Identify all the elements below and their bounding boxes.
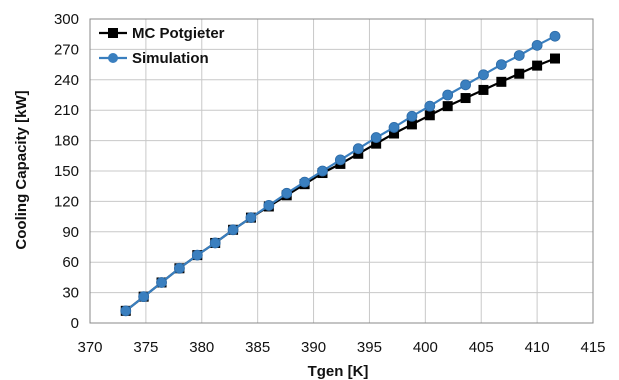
data-point-circle: [388, 122, 400, 133]
y-tick-label: 180: [54, 133, 79, 150]
y-axis-title: Cooling Capacity [kW]: [13, 90, 30, 249]
y-tick-label: 300: [54, 11, 79, 28]
data-point-circle: [227, 224, 239, 236]
x-tick-label: 395: [357, 339, 382, 356]
data-point-circle: [406, 110, 418, 122]
legend-label: Simulation: [132, 50, 209, 67]
data-point-circle: [442, 89, 454, 101]
data-point-square: [514, 68, 525, 79]
y-tick-label: 210: [54, 102, 79, 119]
data-point-circle: [191, 249, 203, 261]
y-tick-label: 120: [54, 193, 79, 210]
legend-marker-circle: [108, 53, 118, 63]
series-line: [125, 35, 556, 312]
data-point-circle: [531, 39, 543, 51]
y-tick-label: 30: [62, 285, 79, 302]
data-point-circle: [120, 305, 132, 317]
x-tick-label: 410: [525, 339, 550, 356]
data-point-square: [460, 93, 471, 104]
x-tick-label: 380: [189, 339, 214, 356]
data-point-circle: [549, 30, 561, 42]
data-point-circle: [209, 237, 221, 249]
data-point-circle: [245, 212, 257, 224]
y-axis-tick-labels: 0 30 60 90 120 150 180 210 240 270 300: [54, 11, 79, 332]
x-tick-label: 400: [413, 339, 438, 356]
legend-item: MC Potgieter: [99, 25, 225, 42]
data-point-square: [478, 84, 489, 95]
data-point-circle: [460, 79, 471, 91]
data-point-square: [406, 119, 417, 130]
series-line: [125, 57, 556, 312]
data-point-circle: [495, 59, 507, 70]
y-tick-label: 240: [54, 72, 79, 89]
data-point-circle: [478, 69, 489, 81]
x-axis-tick-labels: 370 375 380 385 390 395 400 405 410 415: [77, 339, 605, 356]
y-tick-label: 270: [54, 41, 79, 58]
data-point-square: [442, 101, 453, 112]
y-tick-label: 90: [62, 224, 79, 241]
series-layer: [120, 30, 561, 317]
x-tick-label: 375: [133, 339, 158, 356]
data-point-square: [549, 53, 560, 64]
x-tick-label: 390: [301, 339, 326, 356]
data-point-circle: [352, 143, 364, 155]
plot-area-frame: [89, 18, 594, 324]
data-point-square: [532, 60, 543, 71]
data-point-square: [496, 76, 507, 87]
x-tick-label: 370: [77, 339, 102, 356]
data-point-circle: [281, 187, 293, 199]
series-mc-potgieter: [120, 53, 560, 316]
series-simulation: [120, 30, 561, 317]
legend-marker-square: [108, 28, 118, 38]
x-tick-label: 415: [580, 339, 605, 356]
x-axis-title: Tgen [K]: [308, 363, 369, 380]
data-point-circle: [156, 277, 167, 288]
legend: MC Potgieter Simulation: [99, 25, 225, 67]
data-point-circle: [299, 176, 311, 188]
data-point-circle: [317, 165, 328, 177]
data-point-square: [424, 110, 435, 121]
y-tick-label: 0: [71, 315, 79, 332]
data-point-square: [389, 128, 400, 139]
y-tick-label: 60: [62, 254, 79, 271]
data-point-circle: [174, 262, 185, 274]
y-tick-label: 150: [54, 163, 79, 180]
x-tick-label: 385: [245, 339, 270, 356]
data-point-circle: [263, 200, 275, 211]
data-point-circle: [513, 50, 525, 61]
data-point-circle: [370, 132, 382, 143]
data-point-circle: [424, 100, 436, 112]
legend-item: Simulation: [99, 50, 209, 67]
legend-label: MC Potgieter: [132, 25, 225, 42]
x-tick-label: 405: [469, 339, 494, 356]
data-point-circle: [334, 154, 346, 166]
data-point-square: [371, 138, 382, 149]
data-point-circle: [138, 291, 150, 303]
